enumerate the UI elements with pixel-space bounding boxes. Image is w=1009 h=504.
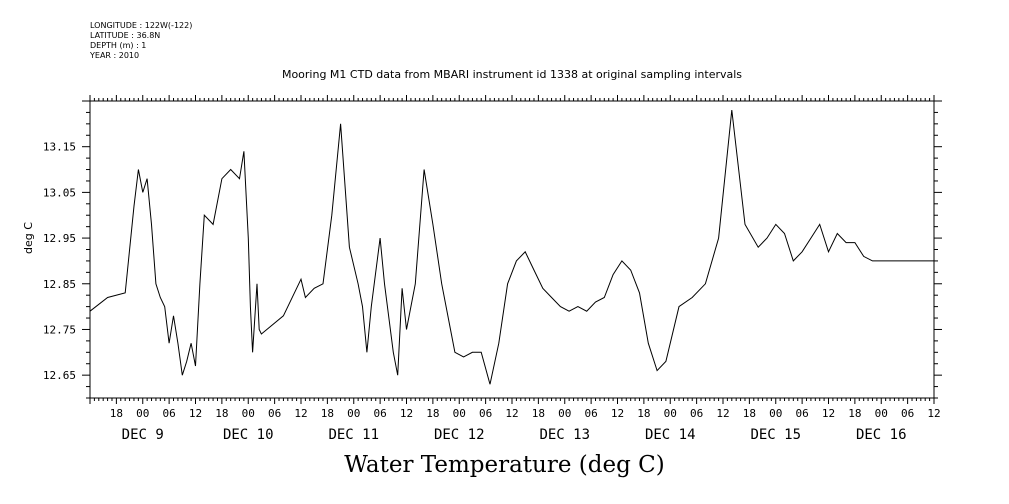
- x-tick-label-day: DEC 14: [645, 427, 696, 443]
- plot-frame: [89, 100, 935, 399]
- x-tick-label-day: DEC 16: [856, 427, 907, 443]
- x-tick-label-hour: 06: [901, 407, 914, 420]
- x-tick-label-hour: 18: [110, 407, 123, 420]
- x-tick-label-hour: 12: [400, 407, 413, 420]
- x-tick-label-hour: 00: [664, 407, 677, 420]
- x-tick-label-hour: 18: [532, 407, 545, 420]
- y-tick-label: 12.95: [43, 232, 76, 245]
- y-tick-label: 12.65: [43, 369, 76, 382]
- x-tick-label-hour: 12: [189, 407, 202, 420]
- depth-label: DEPTH (m) : 1: [90, 41, 147, 50]
- x-tick-label-day: DEC 12: [434, 427, 485, 443]
- chart-title: Mooring M1 CTD data from MBARI instrumen…: [281, 68, 743, 81]
- x-tick-label-hour: 06: [268, 407, 281, 420]
- x-tick-label-hour: 12: [927, 407, 940, 420]
- x-tick-label-hour: 00: [242, 407, 255, 420]
- x-tick-label-hour: 00: [453, 407, 466, 420]
- x-tick-label-hour: 00: [347, 407, 360, 420]
- y-tick-label: 12.85: [43, 278, 76, 291]
- x-tick-label-hour: 06: [796, 407, 809, 420]
- temperature-series-line: [89, 110, 934, 385]
- x-tick-label-hour: 18: [321, 407, 334, 420]
- ticks-group: [82, 95, 942, 404]
- x-axis-title: Water Temperature (deg C): [344, 452, 665, 478]
- x-tick-label-hour: 18: [743, 407, 756, 420]
- x-tick-label-day: DEC 11: [328, 427, 379, 443]
- latitude-label: LATITUDE : 36.8N: [90, 31, 161, 40]
- x-tick-label-hour: 06: [479, 407, 492, 420]
- x-tick-label-hour: 18: [848, 407, 861, 420]
- y-tick-label: 12.75: [43, 323, 76, 336]
- x-tick-label-day: DEC 9: [122, 427, 164, 443]
- x-tick-label-hour: 12: [611, 407, 624, 420]
- x-tick-label-hour: 06: [690, 407, 703, 420]
- x-tick-label-hour: 06: [585, 407, 598, 420]
- x-tick-label-hour: 00: [875, 407, 888, 420]
- y-tick-label: 13.15: [43, 141, 76, 154]
- x-tick-label-hour: 18: [426, 407, 439, 420]
- x-tick-label-hour: 06: [163, 407, 176, 420]
- metadata-block: LONGITUDE : 122W(-122) LATITUDE : 36.8N …: [90, 21, 192, 61]
- y-tick-label: 13.05: [43, 186, 76, 199]
- x-tick-label-hour: 00: [558, 407, 571, 420]
- x-tick-label-hour: 00: [769, 407, 782, 420]
- x-tick-label-hour: 12: [505, 407, 518, 420]
- x-tick-label-hour: 18: [215, 407, 228, 420]
- x-tick-label-hour: 12: [294, 407, 307, 420]
- tick-labels-group: 18 00 06 12 18 00 06 12 18 00 06 12 18 00 06 12 18 00 06 12…: [43, 141, 941, 443]
- x-tick-label-day: DEC 10: [223, 427, 274, 443]
- x-tick-label-hour: 12: [716, 407, 729, 420]
- x-tick-label-hour: 00: [136, 407, 149, 420]
- x-tick-label-day: DEC 13: [539, 427, 590, 443]
- x-tick-label-hour: 06: [374, 407, 387, 420]
- year-label: YEAR : 2010: [90, 51, 140, 60]
- x-tick-label-day: DEC 15: [750, 427, 801, 443]
- longitude-label: LONGITUDE : 122W(-122): [90, 21, 193, 30]
- x-tick-label-hour: 12: [822, 407, 835, 420]
- x-tick-label-hour: 18: [637, 407, 650, 420]
